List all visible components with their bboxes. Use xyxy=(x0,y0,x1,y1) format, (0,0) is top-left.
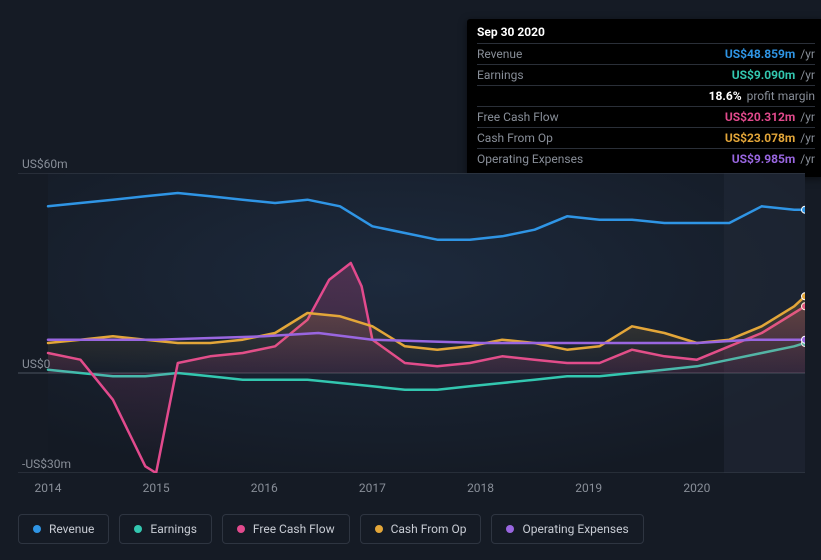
tooltip-value: 18.6% xyxy=(709,89,742,103)
tooltip-unit: /yr xyxy=(797,110,815,124)
y-axis-label: US$60m xyxy=(22,157,68,171)
legend-label: Revenue xyxy=(49,522,94,536)
tooltip-value: US$23.078m xyxy=(725,131,795,145)
legend-label: Cash From Op xyxy=(391,522,467,536)
tooltip-row: 18.6% profit margin xyxy=(477,85,815,106)
tooltip-row: Cash From Op US$23.078m /yr xyxy=(477,127,815,148)
tooltip-unit: /yr xyxy=(797,68,815,82)
legend-label: Free Cash Flow xyxy=(253,522,335,536)
legend-dot-icon xyxy=(506,525,514,533)
x-axis-label: 2016 xyxy=(234,481,294,495)
legend-item-cash-from-op[interactable]: Cash From Op xyxy=(360,514,482,544)
x-axis-label: 2017 xyxy=(342,481,402,495)
legend-dot-icon xyxy=(134,525,142,533)
x-axis-label: 2019 xyxy=(559,481,619,495)
legend-item-free-cash-flow[interactable]: Free Cash Flow xyxy=(222,514,350,544)
legend-label: Earnings xyxy=(150,522,197,536)
tooltip-title: Sep 30 2020 xyxy=(477,25,815,39)
x-axis-label: 2014 xyxy=(18,481,78,495)
financial-chart[interactable] xyxy=(18,173,805,473)
x-axis-label: 2015 xyxy=(126,481,186,495)
tooltip-row: Revenue US$48.859m /yr xyxy=(477,43,815,64)
y-axis-label: US$0 xyxy=(22,357,50,371)
legend-dot-icon xyxy=(237,525,245,533)
y-axis-label: -US$30m xyxy=(22,457,71,471)
legend-dot-icon xyxy=(33,525,41,533)
tooltip-label: Cash From Op xyxy=(477,131,553,145)
chart-legend: Revenue Earnings Free Cash Flow Cash From O… xyxy=(18,514,644,544)
tooltip-unit: /yr xyxy=(797,152,815,166)
tooltip-unit: /yr xyxy=(797,131,815,145)
tooltip-value: US$48.859m xyxy=(725,47,795,61)
legend-label: Operating Expenses xyxy=(522,522,628,536)
tooltip-row: Operating Expenses US$9.985m /yr xyxy=(477,148,815,169)
legend-dot-icon xyxy=(375,525,383,533)
tooltip-value: US$9.090m xyxy=(732,68,796,82)
x-axis-label: 2020 xyxy=(667,481,727,495)
tooltip-row: Earnings US$9.090m /yr xyxy=(477,64,815,85)
chart-tooltip: Sep 30 2020RevenueUS$48.859m /yrEarnings… xyxy=(467,19,821,177)
tooltip-row: Free Cash Flow US$20.312m /yr xyxy=(477,106,815,127)
tooltip-label: Free Cash Flow xyxy=(477,110,559,124)
tooltip-label: Operating Expenses xyxy=(477,152,583,166)
tooltip-unit: profit margin xyxy=(744,89,815,103)
tooltip-label: Revenue xyxy=(477,47,522,61)
legend-item-operating-expenses[interactable]: Operating Expenses xyxy=(491,514,643,544)
legend-item-earnings[interactable]: Earnings xyxy=(119,514,212,544)
tooltip-label: Earnings xyxy=(477,68,524,82)
legend-item-revenue[interactable]: Revenue xyxy=(18,514,109,544)
tooltip-value: US$9.985m xyxy=(732,152,796,166)
x-axis-label: 2018 xyxy=(451,481,511,495)
tooltip-value: US$20.312m xyxy=(725,110,795,124)
tooltip-unit: /yr xyxy=(797,47,815,61)
